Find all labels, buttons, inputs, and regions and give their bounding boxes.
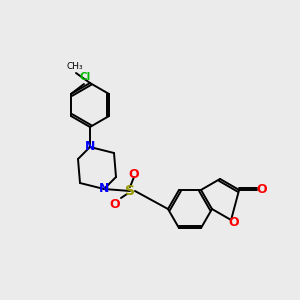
Text: O: O bbox=[229, 215, 239, 229]
Text: N: N bbox=[99, 182, 109, 196]
Text: CH₃: CH₃ bbox=[67, 62, 83, 71]
Text: O: O bbox=[110, 197, 120, 211]
Text: O: O bbox=[129, 169, 139, 182]
Text: N: N bbox=[85, 140, 95, 154]
Text: S: S bbox=[125, 184, 135, 198]
Text: O: O bbox=[257, 183, 267, 196]
Text: Cl: Cl bbox=[79, 72, 91, 82]
